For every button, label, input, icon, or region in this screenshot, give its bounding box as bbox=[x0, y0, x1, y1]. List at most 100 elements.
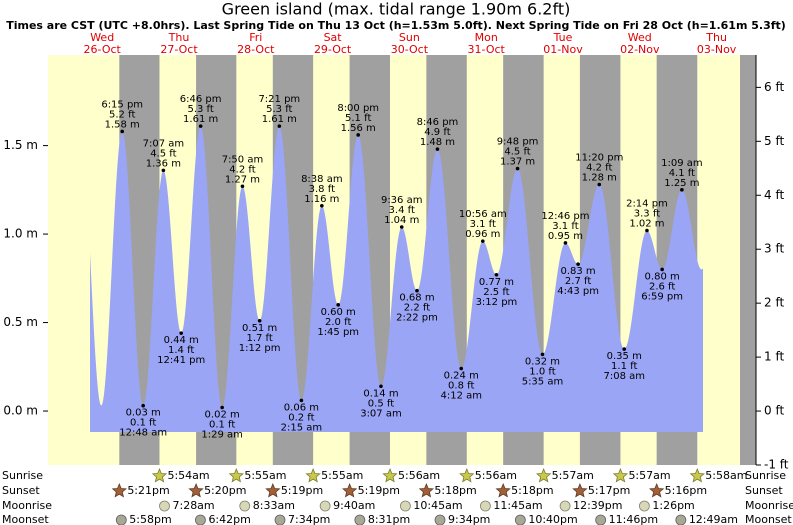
day-date: 29-Oct bbox=[314, 43, 352, 56]
moon-icon bbox=[195, 514, 206, 525]
tide-label: 0.06 m bbox=[284, 402, 319, 413]
y2-tick-label: -1 ft bbox=[764, 458, 789, 472]
tide-label: 3.8 ft bbox=[309, 184, 335, 195]
moon-icon bbox=[675, 514, 687, 525]
tide-label: 0.35 m bbox=[607, 351, 642, 362]
tide-point bbox=[645, 228, 649, 233]
moon-icon bbox=[479, 500, 491, 512]
moon-icon bbox=[399, 500, 411, 512]
tide-label: 1.58 m bbox=[105, 119, 140, 130]
tide-point bbox=[494, 272, 499, 277]
tide-label: 11:20 pm bbox=[575, 153, 623, 164]
tide-point bbox=[435, 147, 440, 151]
tide-label: 1.61 m bbox=[262, 114, 297, 125]
moon-icon bbox=[514, 514, 526, 525]
row-time: 10:45am bbox=[413, 499, 462, 512]
tide-label: 0.68 m bbox=[399, 293, 434, 304]
tide-label: 9:48 pm bbox=[497, 137, 539, 148]
tide-label: 10:56 am bbox=[459, 209, 507, 220]
day-weekday: Tue bbox=[553, 31, 573, 44]
tide-label: 0.77 m bbox=[479, 277, 514, 288]
tide-label: 1.28 m bbox=[582, 173, 617, 184]
row-time: 12:49am bbox=[689, 513, 738, 525]
sun-icon bbox=[536, 467, 552, 483]
tide-label: 0.1 ft bbox=[130, 418, 156, 429]
tide-label: 6:46 pm bbox=[180, 94, 222, 105]
tide-point bbox=[336, 303, 341, 307]
row-label-right: Sunset bbox=[745, 484, 783, 497]
day-date: 27-Oct bbox=[160, 43, 198, 56]
tide-label: 4:12 am bbox=[440, 391, 482, 402]
tide-point bbox=[220, 405, 224, 410]
sun-icon bbox=[689, 467, 706, 483]
row-label: Sunrise bbox=[2, 469, 43, 482]
moon-icon bbox=[354, 514, 366, 525]
tide-label: 0.44 m bbox=[164, 335, 199, 346]
tide-label: 2:22 pm bbox=[396, 313, 438, 324]
tide-label: 3:12 pm bbox=[476, 297, 518, 308]
sun-icon bbox=[342, 482, 358, 498]
tide-label: 7:07 am bbox=[143, 138, 185, 149]
tide-label: 5.2 ft bbox=[109, 109, 135, 120]
tide-label: 0.8 ft bbox=[448, 381, 474, 392]
tide-point bbox=[515, 166, 520, 171]
tide-label: 3.4 ft bbox=[389, 205, 415, 216]
y2-tick-label: 4 ft bbox=[764, 188, 784, 202]
tide-label: 2.0 ft bbox=[325, 317, 351, 328]
y-tick-label: 1.0 m bbox=[3, 227, 38, 241]
tide-label: 3.1 ft bbox=[470, 219, 496, 230]
day-weekday: Wed bbox=[90, 31, 114, 44]
row-time: 7:28am bbox=[172, 499, 214, 512]
tide-label: 4:43 pm bbox=[557, 286, 599, 297]
day-date: 30-Oct bbox=[391, 43, 429, 56]
tide-label: 1.48 m bbox=[420, 137, 455, 148]
row-time: 5:55am bbox=[244, 469, 286, 482]
tide-label: 4.5 ft bbox=[504, 147, 530, 158]
tide-point bbox=[120, 129, 124, 134]
sun-icon bbox=[648, 482, 665, 498]
tide-label: 0.2 ft bbox=[288, 412, 314, 423]
tide-label: 12:41 pm bbox=[157, 355, 205, 366]
sun-icon bbox=[111, 482, 128, 498]
tide-point bbox=[459, 366, 464, 371]
row-time: 8:33am bbox=[253, 499, 295, 512]
tide-label: 7:08 am bbox=[603, 371, 645, 382]
y-tick-label: 0.0 m bbox=[3, 404, 38, 418]
tide-point bbox=[680, 188, 684, 192]
moon-icon bbox=[115, 514, 127, 525]
row-label-right: Moonset bbox=[745, 513, 792, 525]
tide-point bbox=[198, 124, 203, 128]
row-time: 9:40am bbox=[333, 499, 375, 512]
tide-label: 0.03 m bbox=[126, 408, 161, 419]
row-time: 5:20pm bbox=[204, 484, 246, 497]
tide-label: 4.1 ft bbox=[669, 168, 695, 179]
tide-label: 1.36 m bbox=[146, 158, 181, 169]
tide-label: 1:12 pm bbox=[239, 343, 281, 354]
day-date: 31-Oct bbox=[468, 43, 506, 56]
tide-point bbox=[379, 384, 383, 389]
tide-label: 8:46 pm bbox=[417, 117, 459, 128]
tide-point bbox=[597, 182, 602, 187]
sun-icon bbox=[265, 482, 281, 498]
tide-label: 2.5 ft bbox=[483, 287, 509, 298]
day-weekday: Mon bbox=[475, 31, 498, 44]
row-label: Sunset bbox=[2, 484, 40, 497]
sun-icon bbox=[459, 467, 475, 483]
day-weekday: Wed bbox=[628, 31, 652, 44]
day-weekday: Sat bbox=[324, 31, 343, 44]
moon-icon bbox=[559, 500, 571, 512]
tide-point bbox=[480, 239, 485, 243]
row-time: 6:42pm bbox=[208, 513, 250, 525]
row-time: 5:57am bbox=[628, 469, 670, 482]
tide-label: 2.6 ft bbox=[649, 281, 675, 292]
chart-title: Green island (max. tidal range 1.90m 6.2… bbox=[222, 0, 571, 19]
tide-point bbox=[563, 241, 568, 245]
row-time: 5:19pm bbox=[358, 484, 400, 497]
row-time: 5:18pm bbox=[511, 484, 553, 497]
y-tick-label: 0.5 m bbox=[3, 315, 38, 329]
tide-label: 0.32 m bbox=[525, 356, 560, 367]
y2-tick-label: 0 ft bbox=[764, 404, 784, 418]
row-time: 8:31pm bbox=[368, 513, 410, 525]
tide-label: 8:38 am bbox=[301, 174, 343, 185]
